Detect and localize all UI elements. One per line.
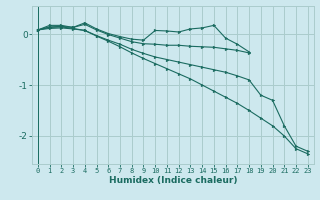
X-axis label: Humidex (Indice chaleur): Humidex (Indice chaleur) — [108, 176, 237, 185]
